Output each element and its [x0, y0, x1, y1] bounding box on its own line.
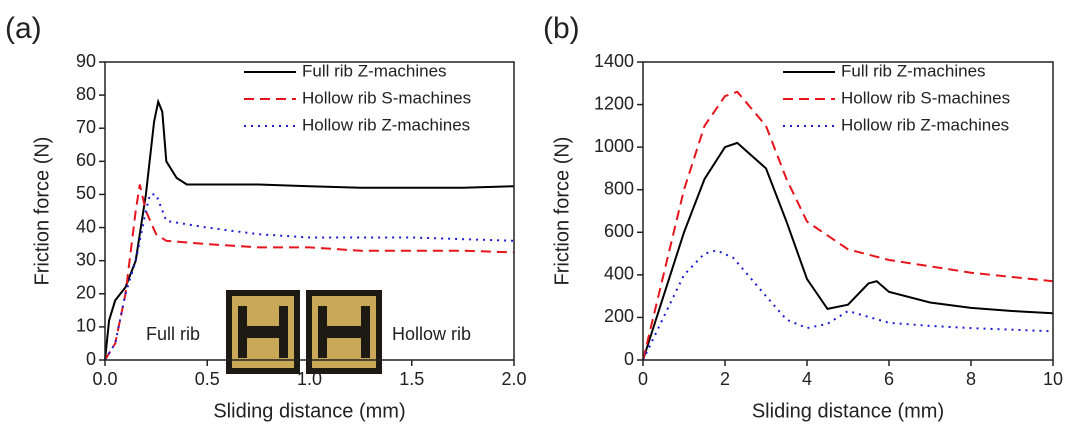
x-tick-label: 2 — [720, 369, 730, 389]
x-tick-label: 1.0 — [297, 369, 322, 389]
series-line — [104, 184, 515, 361]
inset-shape — [318, 306, 370, 358]
x-tick-label: 1.5 — [399, 369, 424, 389]
legend-label: Hollow rib S-machines — [302, 88, 471, 107]
legend-label: Hollow rib S-machines — [841, 88, 1010, 107]
annotation: Hollow rib — [392, 324, 471, 344]
panel-label: (a) — [5, 12, 42, 45]
x-tick-label: 4 — [802, 369, 812, 389]
y-tick-label: 50 — [76, 183, 96, 203]
inset-hollow — [335, 312, 353, 322]
inset-hollow — [335, 342, 353, 352]
plot-frame — [642, 61, 1054, 361]
y-tick-label: 0 — [624, 349, 634, 369]
y-tick-label: 400 — [604, 264, 634, 284]
y-tick-label: 70 — [76, 117, 96, 137]
panel-label: (b) — [543, 12, 580, 45]
y-axis-title: Friction force (N) — [551, 137, 573, 286]
y-axis-title: Friction force (N) — [31, 137, 53, 286]
y-tick-label: 0 — [86, 349, 96, 369]
series-line — [104, 98, 515, 361]
series-line — [642, 90, 1054, 361]
x-tick-label: 2.0 — [501, 369, 526, 389]
legend-label: Hollow rib Z-machines — [841, 115, 1009, 134]
x-axis-title: Sliding distance (mm) — [213, 400, 405, 422]
y-tick-label: 600 — [604, 221, 634, 241]
y-tick-label: 10 — [76, 316, 96, 336]
y-tick-label: 200 — [604, 306, 634, 326]
y-tick-label: 1400 — [594, 51, 634, 71]
inset-shape — [238, 306, 288, 358]
x-tick-label: 0.5 — [195, 369, 220, 389]
series-line — [642, 141, 1054, 361]
y-tick-label: 60 — [76, 150, 96, 170]
y-tick-label: 1200 — [594, 93, 634, 113]
y-tick-label: 800 — [604, 178, 634, 198]
y-tick-label: 40 — [76, 216, 96, 236]
legend-label: Full rib Z-machines — [841, 61, 986, 80]
x-tick-label: 10 — [1043, 369, 1063, 389]
legend-label: Full rib Z-machines — [302, 61, 447, 80]
series-line — [104, 193, 515, 361]
x-tick-label: 0 — [638, 369, 648, 389]
x-axis-title: Sliding distance (mm) — [752, 400, 944, 422]
y-tick-label: 80 — [76, 84, 96, 104]
x-tick-label: 8 — [966, 369, 976, 389]
plot-frame — [104, 61, 515, 361]
y-tick-label: 1000 — [594, 136, 634, 156]
inset — [226, 290, 382, 374]
y-tick-label: 90 — [76, 51, 96, 71]
legend-label: Hollow rib Z-machines — [302, 115, 470, 134]
x-tick-label: 6 — [884, 369, 894, 389]
x-tick-label: 0.0 — [92, 369, 117, 389]
y-tick-label: 30 — [76, 249, 96, 269]
y-tick-label: 20 — [76, 283, 96, 303]
annotation: Full rib — [146, 324, 200, 344]
